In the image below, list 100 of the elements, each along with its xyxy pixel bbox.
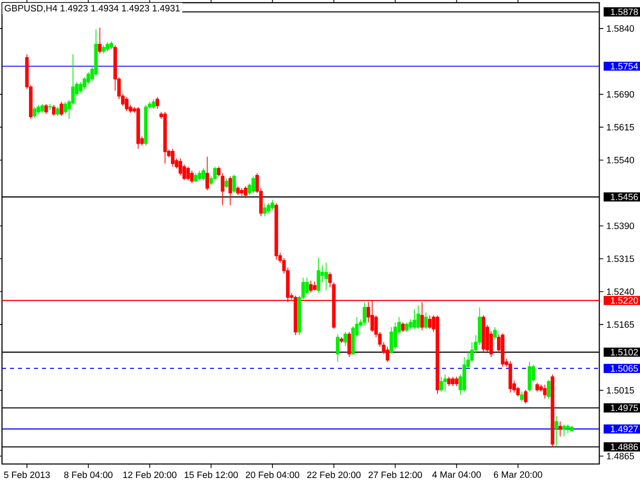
candlestick xyxy=(562,424,566,437)
candlestick xyxy=(500,332,504,368)
candlestick xyxy=(144,104,148,146)
x-tick-label: 8 Feb 04:00 xyxy=(64,471,113,478)
candlestick xyxy=(32,106,36,118)
candlestick xyxy=(44,104,48,114)
ref-line-label: 1.5456 xyxy=(610,194,638,200)
candlestick xyxy=(454,376,458,386)
candlestick xyxy=(436,314,440,394)
candlestick xyxy=(156,96,160,110)
candlestick xyxy=(94,29,98,77)
candlestick xyxy=(451,376,455,386)
x-tick-label: 12 Feb 20:00 xyxy=(123,471,176,478)
ref-line-label: 1.5878 xyxy=(610,8,638,16)
candlestick xyxy=(520,391,524,402)
candlestick xyxy=(198,170,202,181)
candlestick xyxy=(482,314,486,354)
chart-title: GBPUSD,H4 1.4923 1.4934 1.4923 1.4931 xyxy=(4,4,180,13)
candlestick xyxy=(309,280,313,293)
candlestick xyxy=(312,281,316,291)
candlestick xyxy=(60,101,64,116)
candlestick xyxy=(56,106,60,116)
candlestick xyxy=(543,384,547,400)
ref-line-label: 1.4975 xyxy=(610,404,638,412)
candlestick xyxy=(252,176,256,194)
candlestick xyxy=(447,376,451,386)
candlestick xyxy=(205,156,210,191)
candlestick xyxy=(194,172,198,182)
candlestick xyxy=(82,76,86,90)
candlestick xyxy=(110,40,114,50)
candlestick xyxy=(362,302,366,326)
y-tick-label: 1.4865 xyxy=(606,452,634,460)
candlestick xyxy=(48,104,52,111)
candlestick xyxy=(535,382,539,392)
candlestick xyxy=(236,186,240,196)
candlestick xyxy=(316,257,320,293)
ref-line-label: 1.5220 xyxy=(610,297,638,304)
candlestick xyxy=(570,425,574,432)
candlestick xyxy=(136,106,140,150)
candlestick xyxy=(528,361,532,392)
y-tick-label: 1.5015 xyxy=(606,387,634,394)
candlestick xyxy=(546,379,550,400)
candlestick xyxy=(443,374,447,392)
candlestick xyxy=(263,202,267,217)
candlestick xyxy=(270,200,274,210)
ref-line-label: 1.5065 xyxy=(610,365,638,372)
candlestick xyxy=(404,322,409,332)
candlestick xyxy=(493,326,497,340)
candlestick xyxy=(36,104,40,114)
candlestick xyxy=(152,98,156,110)
x-tick-label: 6 Mar 20:00 xyxy=(494,471,542,478)
y-tick-label: 1.5315 xyxy=(606,256,634,262)
candlestick xyxy=(224,178,228,189)
x-tick-label: 22 Feb 20:00 xyxy=(307,471,361,478)
candlestick xyxy=(40,104,44,114)
candlestick xyxy=(439,376,444,392)
candlestick xyxy=(228,176,232,206)
candlestick xyxy=(524,389,528,404)
candlestick xyxy=(102,44,106,54)
candlestick xyxy=(274,202,278,260)
y-tick-label: 1.5615 xyxy=(606,124,634,130)
candlestick xyxy=(347,332,351,358)
candlestick xyxy=(412,308,416,330)
candlestick xyxy=(244,186,248,199)
y-tick-label: 1.5840 xyxy=(606,25,634,32)
y-tick-label: 1.5165 xyxy=(606,321,634,328)
candlestick xyxy=(202,168,206,181)
ref-line-label: 1.5754 xyxy=(610,63,638,70)
candlestick xyxy=(186,166,190,181)
candlestick xyxy=(508,360,512,393)
x-tick-label: 27 Feb 12:00 xyxy=(368,471,422,478)
candlestick xyxy=(266,202,270,214)
candlestick xyxy=(170,148,175,168)
y-tick-label: 1.5690 xyxy=(606,91,634,98)
ref-line-label: 1.5102 xyxy=(610,348,638,356)
candlestick xyxy=(106,42,110,52)
candlestick xyxy=(232,174,236,194)
candlestick xyxy=(213,166,217,181)
candlestick xyxy=(344,332,348,346)
y-tick-label: 1.5390 xyxy=(606,222,634,230)
candlestick xyxy=(554,416,558,446)
x-tick-label: 15 Feb 12:00 xyxy=(184,471,238,478)
candlestick xyxy=(340,336,344,344)
y-tick-label: 1.5540 xyxy=(606,156,634,164)
candlestick xyxy=(566,424,570,434)
y-tick-label: 1.5240 xyxy=(606,288,634,295)
x-tick-label: 5 Feb 2013 xyxy=(4,471,50,478)
x-tick-label: 4 Mar 04:00 xyxy=(432,471,481,478)
candlestick xyxy=(416,304,420,330)
candlestick xyxy=(240,188,244,196)
candlestick xyxy=(428,314,432,330)
x-tick-label: 20 Feb 04:00 xyxy=(246,471,300,478)
candlestick xyxy=(390,326,394,354)
candlestick xyxy=(550,374,554,448)
candlestick xyxy=(163,111,167,164)
candlestick xyxy=(124,96,128,112)
candlestick xyxy=(52,104,56,116)
ref-line-label: 1.4886 xyxy=(610,444,638,450)
ref-line-label: 1.4927 xyxy=(610,426,638,432)
candlestick xyxy=(424,312,428,330)
